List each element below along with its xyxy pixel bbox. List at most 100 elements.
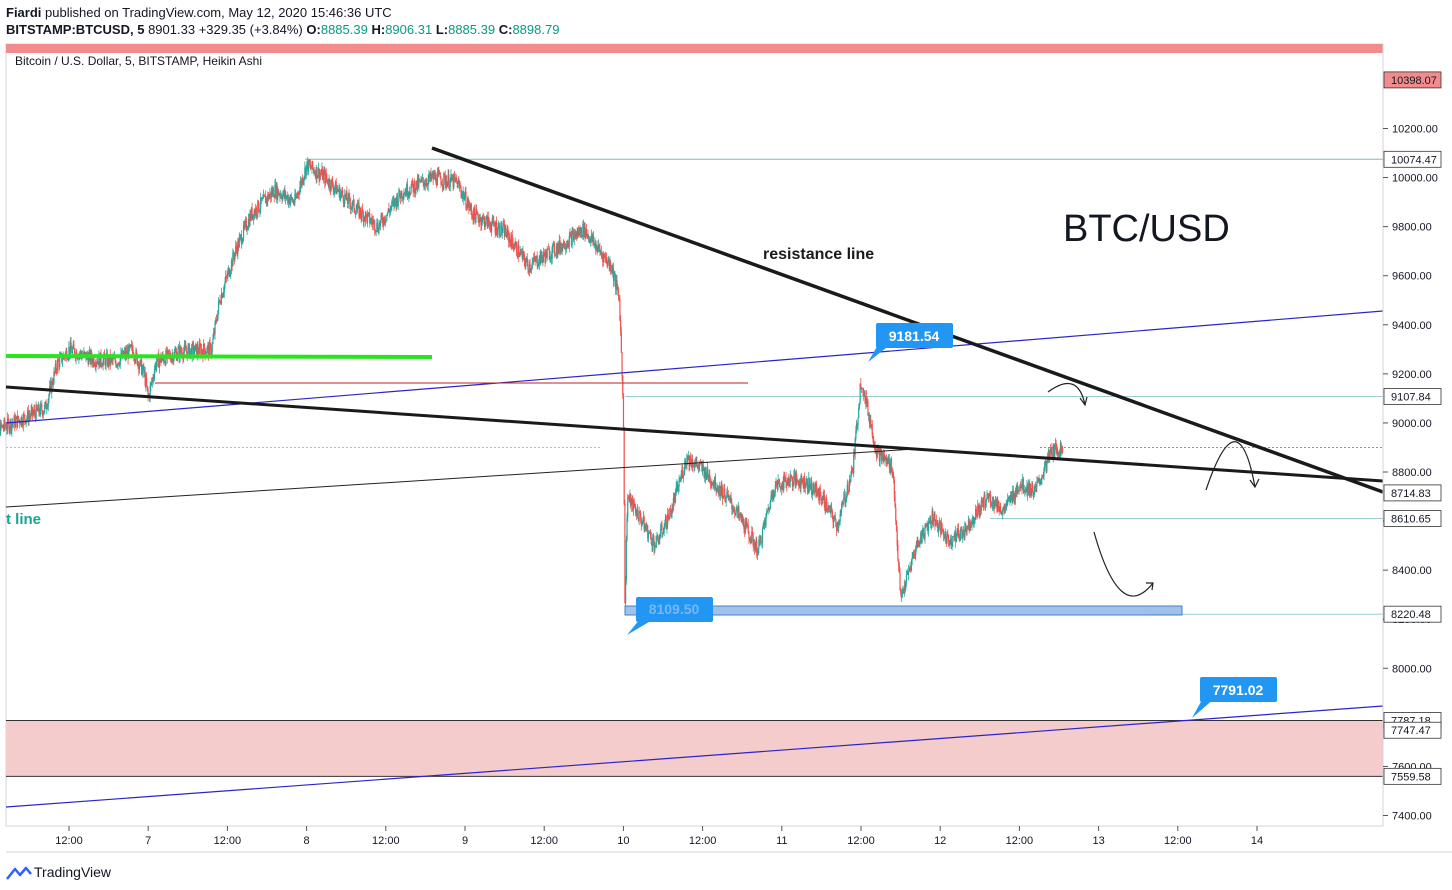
candle-body [843,494,846,498]
candle-body [759,536,761,543]
candle-body [240,235,243,245]
resistance-trend-line[interactable] [431,146,1384,494]
thin-trend-line[interactable] [5,448,916,508]
candle-body [108,356,110,365]
candle-body [562,243,564,248]
candle-body [581,235,583,237]
candle-body [488,217,490,223]
candle-body [287,195,289,203]
price-chart[interactable]: Bitcoin / U.S. Dollar, 5, BITSTAMP, Heik… [0,0,1452,856]
time-axis[interactable]: 12:00 7 12:00 8 12:00 9 12:00 10 12:00 11 12:00 12 1… [6,825,1452,853]
candle-body [112,357,114,361]
candle-body [967,519,970,527]
candle-body [492,217,494,221]
candle-body [60,353,62,355]
candle-body [893,477,895,480]
candle-body [473,207,475,221]
candle-body [394,198,396,201]
candle-body [313,169,315,174]
candle-body [913,553,915,555]
candle-body [1023,491,1025,493]
candle-body [1049,450,1052,454]
tradingview-brand[interactable]: TradingView [34,864,112,880]
candle-body [586,234,588,236]
candle-body [448,186,451,188]
candle-body [509,237,511,241]
candle-body [55,363,57,371]
candle-body [801,475,803,480]
candle-body [840,509,842,514]
low-callout[interactable]: 8109.50 [627,597,713,635]
tradingview-logo-icon[interactable] [6,865,32,881]
candle-body [384,216,386,223]
candle-body [650,536,652,544]
candle-body [893,479,895,497]
candle-body [713,482,715,487]
resistance-label[interactable]: resistance line [763,246,874,263]
high-callout[interactable]: 9181.54 [868,323,953,362]
candle-body [349,196,351,204]
candle-body [87,356,89,365]
price-axis[interactable]: 7400.007600.008000.008200.008400.008600.… [1382,44,1438,826]
candle-body [221,293,223,298]
candle-body [902,588,904,594]
candle-body [317,168,320,176]
candle-body [157,353,159,355]
support-trend-line[interactable] [5,385,1384,483]
green-level-line[interactable] [5,354,433,359]
candle-body [475,209,477,223]
candle-body [1019,486,1022,488]
author-name[interactable]: Fiardi [6,5,42,20]
candle-body [554,253,556,255]
support-label[interactable]: t line [6,511,41,528]
candle-body [632,498,634,511]
candle-body [423,182,425,187]
candle-body [714,476,716,487]
candle-body [247,227,249,230]
candle-body [352,199,354,202]
symbol-name[interactable]: BITSTAMP:BTCUSD, 5 [6,22,145,37]
lower-channel-line[interactable] [5,705,1384,808]
candle-body [388,208,390,211]
candle-body [440,178,442,185]
candle-body [1038,478,1040,481]
candle-body [750,542,752,544]
candle-body [19,423,22,425]
candle-body [601,254,603,256]
candle-body [367,212,369,214]
candle-body [142,365,144,369]
candle-body [699,462,701,466]
candle-body [815,483,817,487]
candle-body [50,382,52,393]
target-callout[interactable]: 7791.02 [1192,677,1277,718]
candle-body [209,342,211,345]
candle-body [237,240,239,255]
candle-body [349,203,352,209]
candle-body [892,473,894,478]
candle-body [324,171,326,184]
candle-body [207,345,209,348]
candle-body [996,500,998,512]
candle-body [634,506,636,508]
upper-channel-line[interactable] [5,310,1384,424]
candle-body [146,377,148,386]
candle-body [508,232,510,243]
candle-body [833,514,836,519]
candle-body [878,447,880,449]
candle-body [1057,453,1059,455]
candle-body [555,246,558,255]
candle-body [138,362,140,370]
candle-body [732,508,734,511]
candle-body [519,251,521,256]
support-box[interactable] [624,605,1183,616]
candle-body [295,195,297,199]
candle-body [288,197,290,204]
candle-body [214,321,216,334]
candle-body [514,243,516,249]
candle-body [956,532,958,535]
candle-body [934,514,936,526]
candle-body [512,242,514,249]
time-tick-label: 7 [145,835,151,847]
candle-body [431,173,434,176]
candle-body [990,504,992,506]
